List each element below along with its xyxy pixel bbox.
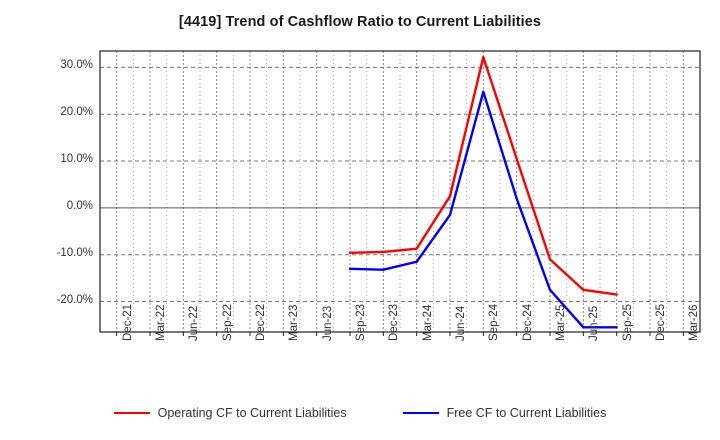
x-axis-tick-label: Sep-23	[355, 303, 367, 341]
series-line-1	[348, 55, 618, 296]
x-axis-tick-label: Dec-25	[655, 303, 667, 341]
legend-item-1[interactable]: Operating CF to Current Liabilities	[113, 406, 347, 420]
x-axis-tick-label: Dec-22	[255, 303, 267, 341]
legend-line-swatch-icon	[402, 412, 439, 414]
legend-item-2[interactable]: Free CF to Current Liabilities	[402, 406, 607, 420]
y-axis-tick-label: -20.0%	[56, 293, 93, 306]
y-axis-tick-label: 20.0%	[60, 106, 93, 119]
x-axis-tick-label: Mar-22	[155, 304, 167, 341]
x-axis-tick-label: Dec-23	[388, 303, 401, 341]
x-axis-tick-label: Jun-22	[188, 305, 201, 341]
y-axis-tick-label: 10.0%	[60, 153, 93, 166]
x-axis-tick-label: Mar-26	[688, 304, 701, 341]
gridlines-group	[100, 51, 700, 332]
x-axis-tick-label: Mar-23	[288, 304, 301, 341]
x-axis-tick-label: Jun-25	[588, 305, 601, 341]
x-axis-tick-label: Sep-25	[621, 303, 634, 341]
legend-item-label: Free CF to Current Liabilities	[446, 406, 607, 420]
x-axis-tick-label: Jun-23	[321, 305, 334, 341]
plot-border	[99, 50, 701, 333]
x-axis-tick-label: Jun-24	[455, 305, 467, 341]
y-axis-tick-label: 0.0%	[66, 199, 93, 212]
x-axis-tick-label: Mar-25	[555, 304, 567, 341]
x-axis-tick-label: Mar-24	[421, 304, 434, 341]
series-lines	[348, 55, 618, 329]
y-axis-tick-label: -10.0%	[56, 246, 93, 259]
x-axis-tick-label: Dec-24	[521, 303, 534, 341]
series-line-2	[348, 90, 618, 329]
y-axis-tick-label: 30.0%	[60, 59, 93, 72]
x-axis-tick-label: Dec-21	[121, 303, 134, 341]
chart-legend: Operating CF to Current Liabilities Free …	[0, 406, 720, 420]
legend-line-swatch-icon	[113, 412, 150, 414]
legend-item-label: Operating CF to Current Liabilities	[157, 406, 347, 420]
x-axis-tick-label: Sep-24	[488, 303, 501, 341]
x-axis-tick-label: Sep-22	[221, 303, 234, 341]
page-title: [4419] Trend of Cashflow Ratio to Curren…	[178, 14, 542, 30]
axis-ticks	[116, 332, 684, 336]
axes-frame	[99, 50, 701, 333]
